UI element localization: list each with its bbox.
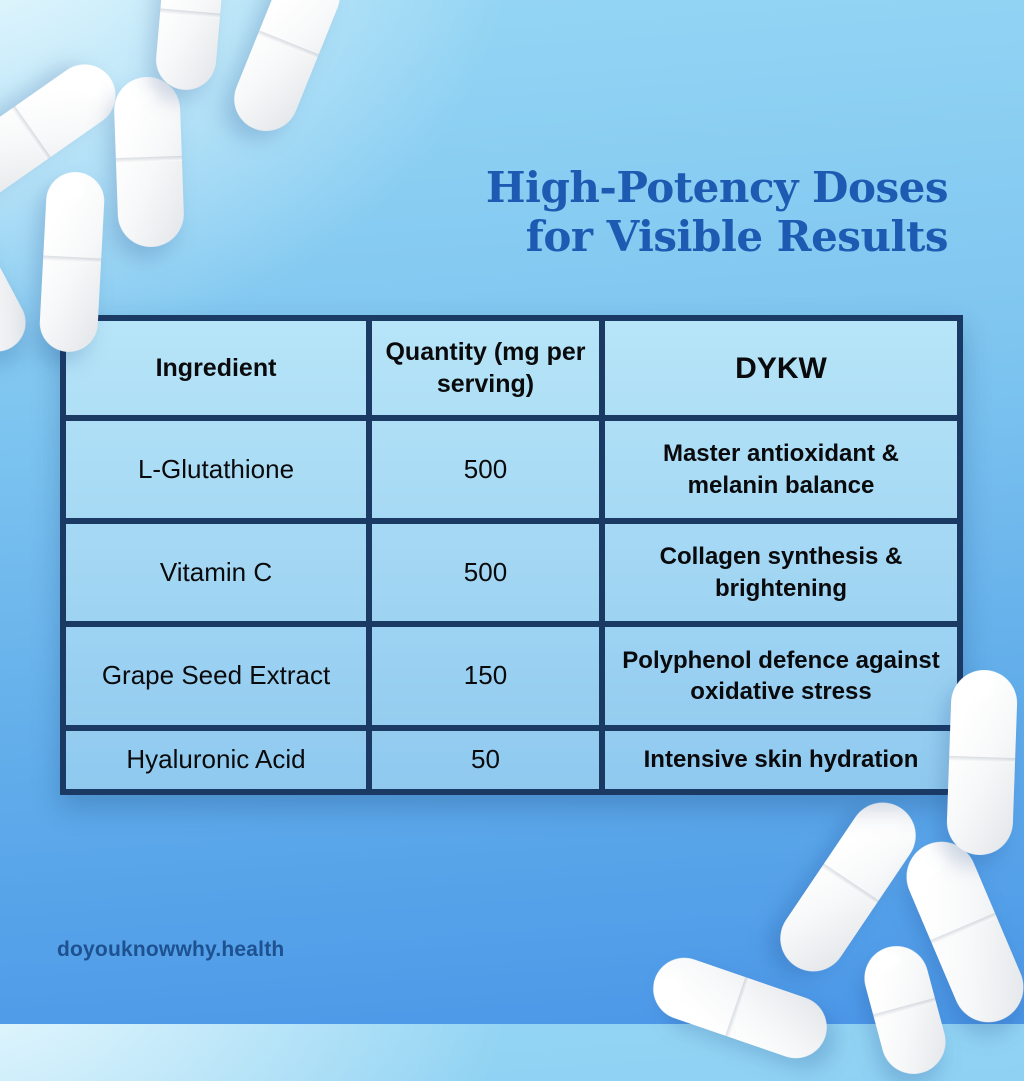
cell-quantity: 500 [369, 418, 602, 521]
header-cell-ingredient: Ingredient [63, 318, 369, 418]
ingredients-table: Ingredient Quantity (mg per serving) DYK… [60, 315, 963, 795]
capsule-pill [224, 0, 350, 141]
cell-ingredient: Vitamin C [63, 521, 369, 624]
cell-dykw: Master antioxidant & melanin balance [602, 418, 960, 521]
cell-ingredient: L-Glutathione [63, 418, 369, 521]
cell-ingredient: Hyaluronic Acid [63, 728, 369, 792]
page-background: { "title": { "line1": "High-Potency Dose… [0, 0, 1024, 1024]
cell-dykw: Polyphenol defence against oxidative str… [602, 624, 960, 728]
cell-quantity: 150 [369, 624, 602, 728]
cell-dykw: Collagen synthesis & brightening [602, 521, 960, 624]
page-title: High-Potency Doses for Visible Results [485, 163, 949, 261]
capsule-pill [945, 668, 1019, 857]
cell-quantity: 50 [369, 728, 602, 792]
title-line-2: for Visible Results [525, 211, 949, 261]
header-cell-quantity: Quantity (mg per serving) [369, 318, 602, 418]
header-cell-dykw: DYKW [602, 318, 960, 418]
cell-dykw: Intensive skin hydration [602, 728, 960, 792]
cell-ingredient: Grape Seed Extract [63, 624, 369, 728]
capsule-pill [0, 202, 36, 362]
capsule-pill [38, 170, 106, 354]
capsule-pill [153, 0, 227, 93]
brand-watermark: doyouknowwhy.health [57, 938, 285, 961]
cell-quantity: 500 [369, 521, 602, 624]
capsule-pill [113, 75, 185, 249]
title-line-1: High-Potency Doses [485, 163, 949, 212]
